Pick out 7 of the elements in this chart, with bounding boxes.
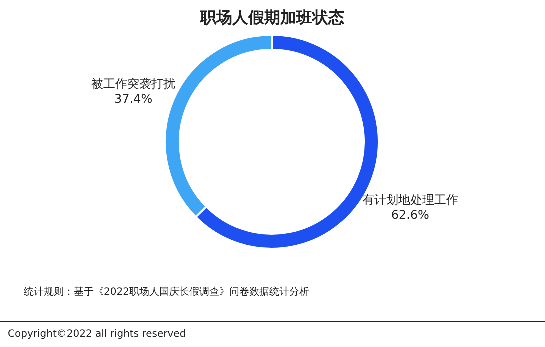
slice-label: 有计划地处理工作 [362, 192, 458, 207]
text: 统计规则：基于《2022职场人国庆长假调查》问卷数据统计分析 [24, 286, 310, 298]
data-label: 62.6% [391, 208, 430, 222]
slice-label: 被工作突袭打扰 [92, 77, 176, 92]
chart-title: 职场人假期加班状态 [200, 8, 344, 27]
text: Copyright©2022 all rights reserved [8, 329, 186, 340]
data-label: 37.4% [114, 92, 153, 106]
